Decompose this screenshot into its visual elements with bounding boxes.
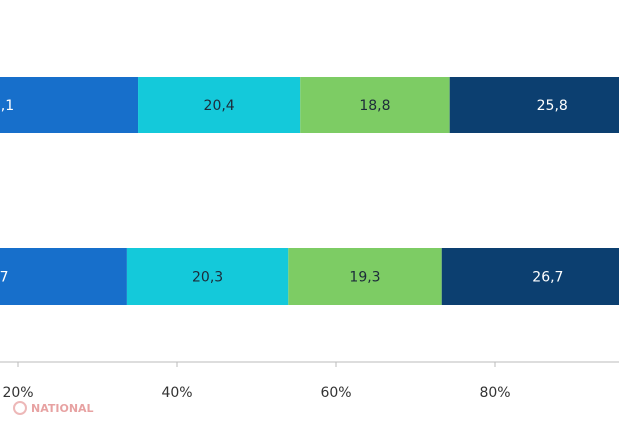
bar-segment [126, 248, 289, 305]
value-label: 33,7 [0, 270, 9, 286]
bar-segment [449, 77, 619, 133]
value-label: 26,7 [532, 270, 563, 286]
x-tick-label: 20% [2, 385, 33, 401]
bar-segment [0, 77, 139, 133]
watermark-logo [13, 401, 27, 415]
x-tick-label: 60% [320, 385, 351, 401]
value-label: 35,1 [0, 98, 14, 114]
value-label: 25,8 [537, 98, 568, 114]
x-tick-label: 80% [479, 385, 510, 401]
value-label: 18,8 [359, 98, 390, 114]
value-label: 20,4 [204, 98, 235, 114]
bar-segment [288, 248, 442, 305]
x-tick-label: 40% [161, 385, 192, 401]
bar-segment [138, 77, 301, 133]
value-label: 20,3 [192, 270, 223, 286]
bar-segment [300, 77, 450, 133]
bar-segment [0, 248, 127, 305]
value-label: 19,3 [349, 270, 380, 286]
watermark: NATIONAL [31, 402, 94, 415]
bar-segment [441, 248, 619, 305]
